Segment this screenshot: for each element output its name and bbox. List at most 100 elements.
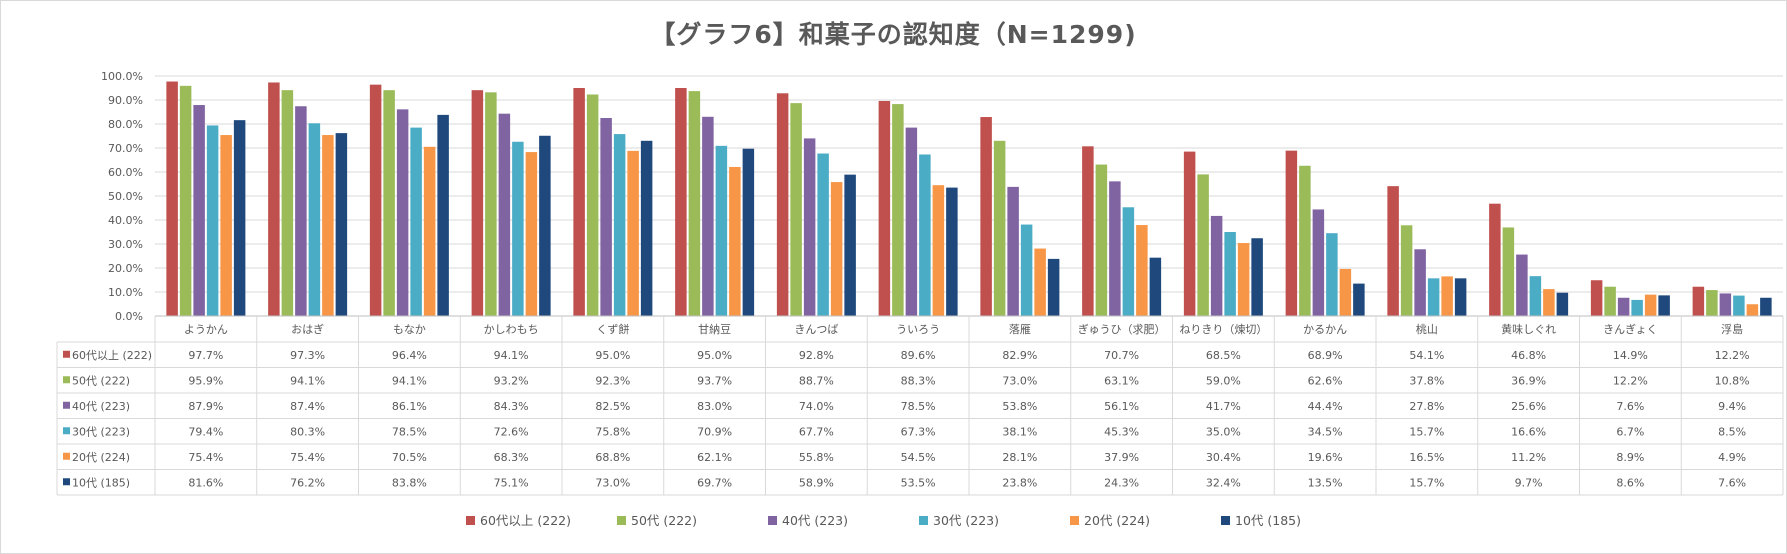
bar [423, 146, 436, 316]
x-tick-label: きんつば [794, 323, 838, 336]
bar [1706, 290, 1718, 316]
bar [1516, 254, 1528, 316]
table-cell-value: 45.3% [1104, 425, 1139, 438]
bar [803, 138, 816, 316]
bar [322, 135, 334, 316]
bar [1020, 224, 1033, 316]
legend-swatch [466, 516, 475, 525]
bar [790, 103, 802, 317]
table-series-label: 60代以上 (222) [72, 349, 152, 362]
bar [1237, 243, 1250, 316]
table-legend-key [63, 427, 70, 435]
bar [586, 94, 599, 316]
x-tick-label: おはぎ [291, 322, 324, 336]
bar [573, 88, 585, 316]
bar [396, 109, 409, 316]
table-cell-value: 10.8% [1715, 374, 1750, 387]
bar [281, 90, 294, 316]
bar [1095, 164, 1108, 316]
table-cell-value: 94.1% [392, 374, 427, 387]
table-cell-value: 59.0% [1206, 374, 1241, 387]
table-cell-value: 27.8% [1409, 400, 1444, 413]
bar [512, 141, 524, 316]
table-cell-value: 70.5% [392, 451, 427, 464]
table-cell-value: 74.0% [799, 400, 834, 413]
y-tick-label: 20.0% [108, 262, 143, 275]
bar [166, 81, 178, 317]
x-tick-label: かるかん [1303, 323, 1347, 336]
table-cell-value: 56.1% [1104, 400, 1139, 413]
bar [335, 133, 348, 316]
legend-label: 20代 (224) [1084, 513, 1150, 528]
bar [1489, 203, 1501, 316]
table-cell-value: 87.9% [188, 400, 223, 413]
bar [1285, 150, 1298, 316]
bar [702, 116, 714, 316]
table-cell-value: 4.9% [1718, 451, 1746, 464]
table-cell-value: 8.9% [1616, 451, 1644, 464]
chart-title: 【グラフ6】和菓子の認知度（N=1299) [650, 20, 1137, 49]
table-cell-value: 54.5% [901, 451, 936, 464]
table-legend-key [63, 350, 70, 358]
bar [193, 105, 205, 316]
table-cell-value: 95.0% [697, 349, 732, 362]
table-cell-value: 12.2% [1613, 374, 1648, 387]
bar [1644, 294, 1657, 316]
table-cell-value: 8.6% [1616, 476, 1644, 489]
bar [613, 134, 626, 316]
x-tick-label: 黄味しぐれ [1501, 322, 1556, 336]
legend-label: 40代 (223) [782, 513, 848, 528]
table-cell-value: 83.8% [392, 476, 427, 489]
y-tick-label: 0.0% [115, 310, 143, 323]
bar [980, 117, 992, 316]
table-cell-value: 95.0% [595, 349, 630, 362]
bar [946, 187, 958, 316]
bar [1149, 257, 1162, 316]
y-tick-label: 80.0% [108, 118, 143, 131]
bar [1197, 174, 1209, 316]
table-cell-value: 7.6% [1616, 400, 1644, 413]
table-cell-value: 93.7% [697, 374, 732, 387]
legend-swatch [919, 516, 928, 525]
bar [1082, 146, 1094, 316]
table-cell-value: 9.7% [1515, 476, 1543, 489]
table-cell-value: 78.5% [392, 425, 427, 438]
table-cell-value: 62.6% [1308, 374, 1343, 387]
table-legend-key [63, 401, 70, 409]
table-cell-value: 88.7% [799, 374, 834, 387]
table-cell-value: 37.8% [1409, 374, 1444, 387]
bar [1746, 304, 1759, 316]
table-cell-value: 73.0% [595, 476, 630, 489]
y-tick-label: 50.0% [108, 190, 143, 203]
bar [471, 90, 484, 316]
table-cell-value: 75.4% [188, 451, 223, 464]
y-tick-label: 90.0% [108, 94, 143, 107]
table-cell-value: 53.8% [1002, 400, 1037, 413]
table-cell-value: 92.8% [799, 349, 834, 362]
table-cell-value: 15.7% [1409, 476, 1444, 489]
table-legend-key [63, 478, 70, 486]
bar [525, 152, 538, 316]
legend-label: 50代 (222) [631, 513, 697, 528]
table-cell-value: 12.2% [1715, 349, 1750, 362]
bar [1224, 232, 1236, 316]
bar [1299, 165, 1311, 316]
bar [220, 135, 232, 316]
table-cell-value: 70.9% [697, 425, 732, 438]
bar [905, 127, 918, 316]
x-tick-label: ねりきり（煉切） [1179, 323, 1267, 336]
table-cell-value: 73.0% [1002, 374, 1037, 387]
table-cell-value: 94.1% [290, 374, 325, 387]
table-cell-value: 7.6% [1718, 476, 1746, 489]
x-tick-label: ぎゅうひ（求肥） [1078, 322, 1166, 336]
x-tick-label: きんぎょく [1603, 322, 1657, 336]
bar [729, 166, 741, 316]
bar [1454, 278, 1467, 316]
table-cell-value: 38.1% [1002, 425, 1037, 438]
table-cell-value: 46.8% [1511, 349, 1546, 362]
bar [1136, 225, 1148, 316]
bar [1502, 227, 1515, 316]
y-tick-label: 40.0% [108, 214, 143, 227]
